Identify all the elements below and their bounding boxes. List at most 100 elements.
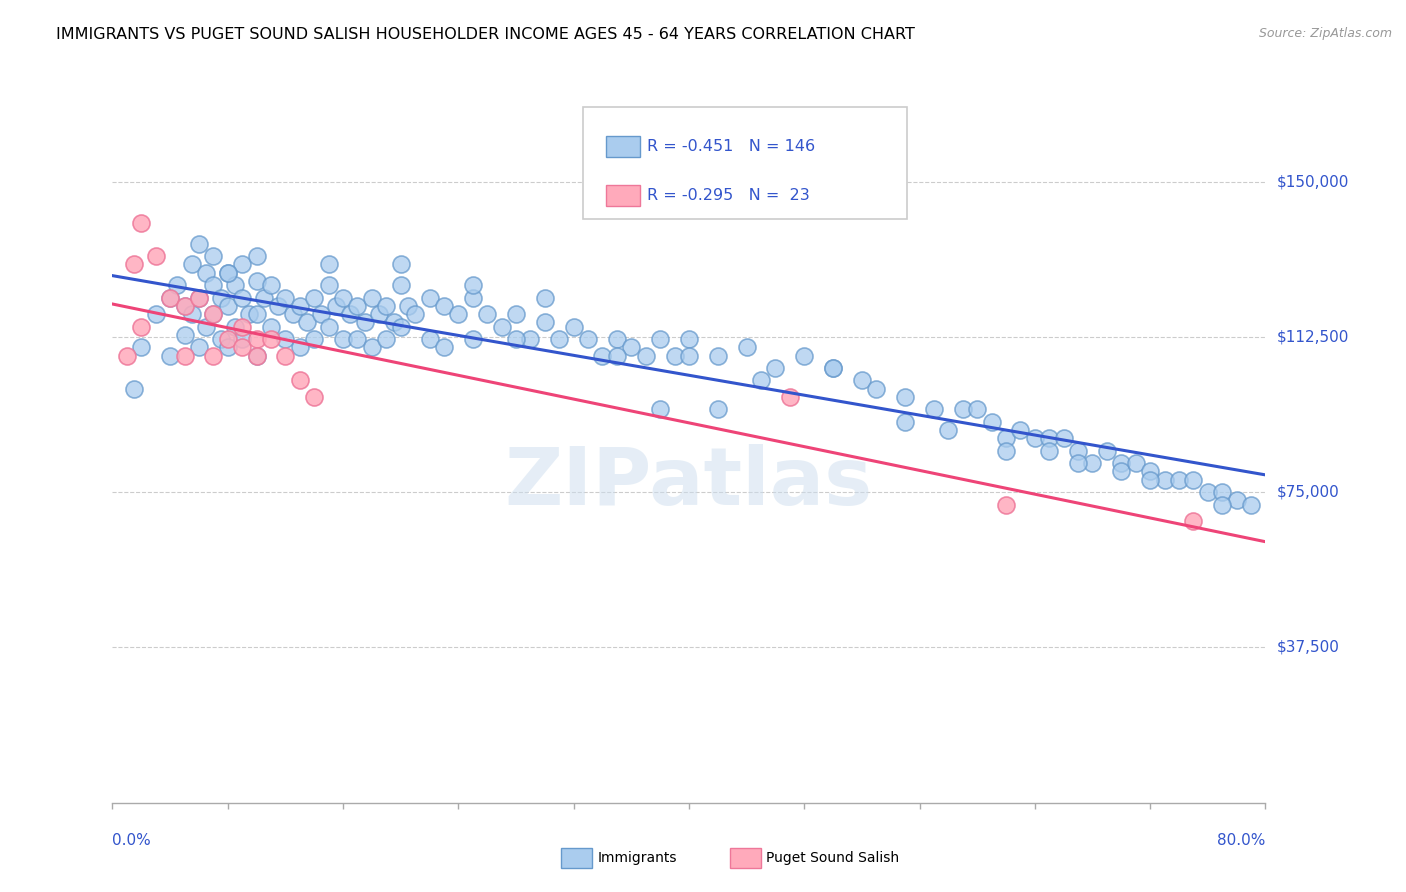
- Point: [1139, 465, 1161, 479]
- Point: [188, 291, 211, 305]
- Point: [353, 315, 375, 329]
- Text: $37,500: $37,500: [1277, 640, 1340, 655]
- Point: [419, 332, 441, 346]
- Point: [202, 349, 225, 363]
- Point: [115, 349, 138, 363]
- Point: [706, 349, 728, 363]
- Point: [224, 278, 246, 293]
- Point: [1125, 456, 1147, 470]
- Point: [749, 373, 772, 387]
- Point: [1182, 514, 1205, 528]
- Point: [980, 415, 1002, 429]
- Point: [202, 307, 225, 321]
- Point: [245, 249, 267, 263]
- Point: [260, 278, 283, 293]
- Text: Immigrants: Immigrants: [598, 851, 678, 865]
- Point: [1226, 493, 1249, 508]
- Point: [648, 402, 672, 417]
- Point: [245, 332, 267, 346]
- Point: [606, 349, 628, 363]
- Point: [231, 291, 253, 305]
- Point: [195, 266, 218, 280]
- Point: [461, 291, 484, 305]
- Point: [533, 291, 555, 305]
- Point: [433, 299, 456, 313]
- Point: [217, 299, 239, 313]
- Point: [217, 266, 239, 280]
- Point: [245, 274, 267, 288]
- Point: [821, 361, 844, 376]
- Point: [1010, 423, 1032, 437]
- Point: [274, 332, 297, 346]
- Point: [288, 299, 311, 313]
- Point: [419, 291, 441, 305]
- Point: [159, 291, 181, 305]
- Text: R = -0.295   N =  23: R = -0.295 N = 23: [647, 188, 810, 202]
- Point: [1153, 473, 1175, 487]
- Point: [851, 373, 873, 387]
- Point: [1067, 456, 1090, 470]
- Point: [202, 249, 225, 263]
- Point: [231, 340, 253, 354]
- Point: [1111, 465, 1133, 479]
- Point: [706, 402, 728, 417]
- Text: $150,000: $150,000: [1277, 174, 1348, 189]
- Point: [238, 307, 260, 321]
- Point: [332, 291, 354, 305]
- Point: [346, 332, 368, 346]
- Point: [1211, 498, 1233, 512]
- Point: [159, 291, 181, 305]
- Point: [166, 278, 188, 293]
- Point: [129, 340, 153, 354]
- Point: [209, 291, 232, 305]
- Point: [311, 307, 333, 321]
- Point: [433, 340, 456, 354]
- Point: [678, 332, 700, 346]
- Point: [173, 349, 195, 363]
- Point: [173, 299, 195, 313]
- Point: [389, 278, 412, 293]
- Point: [188, 236, 211, 251]
- Point: [461, 332, 484, 346]
- Point: [519, 332, 541, 346]
- Point: [1024, 431, 1046, 445]
- Point: [180, 307, 202, 321]
- Point: [735, 340, 758, 354]
- Point: [765, 361, 787, 376]
- Point: [346, 299, 368, 313]
- Point: [396, 299, 419, 313]
- Point: [375, 299, 398, 313]
- Point: [1211, 485, 1233, 500]
- Point: [966, 402, 988, 417]
- Point: [389, 319, 412, 334]
- Point: [274, 291, 297, 305]
- Point: [217, 266, 239, 280]
- Point: [267, 299, 290, 313]
- Point: [491, 319, 513, 334]
- Text: Source: ZipAtlas.com: Source: ZipAtlas.com: [1258, 27, 1392, 40]
- Point: [288, 373, 311, 387]
- Point: [592, 349, 614, 363]
- Point: [894, 415, 917, 429]
- Point: [209, 332, 232, 346]
- Point: [821, 361, 844, 376]
- Text: $75,000: $75,000: [1277, 484, 1340, 500]
- Point: [180, 257, 202, 271]
- Point: [505, 332, 527, 346]
- Point: [145, 307, 167, 321]
- Point: [995, 431, 1018, 445]
- Point: [288, 340, 311, 354]
- Point: [461, 278, 484, 293]
- Point: [245, 349, 267, 363]
- Point: [318, 257, 340, 271]
- Text: R = -0.451   N = 146: R = -0.451 N = 146: [647, 139, 815, 153]
- Point: [404, 307, 426, 321]
- Point: [634, 349, 657, 363]
- Point: [360, 291, 382, 305]
- Point: [304, 291, 326, 305]
- Point: [245, 307, 267, 321]
- Point: [368, 307, 391, 321]
- Point: [253, 291, 276, 305]
- Point: [224, 319, 246, 334]
- Point: [865, 382, 887, 396]
